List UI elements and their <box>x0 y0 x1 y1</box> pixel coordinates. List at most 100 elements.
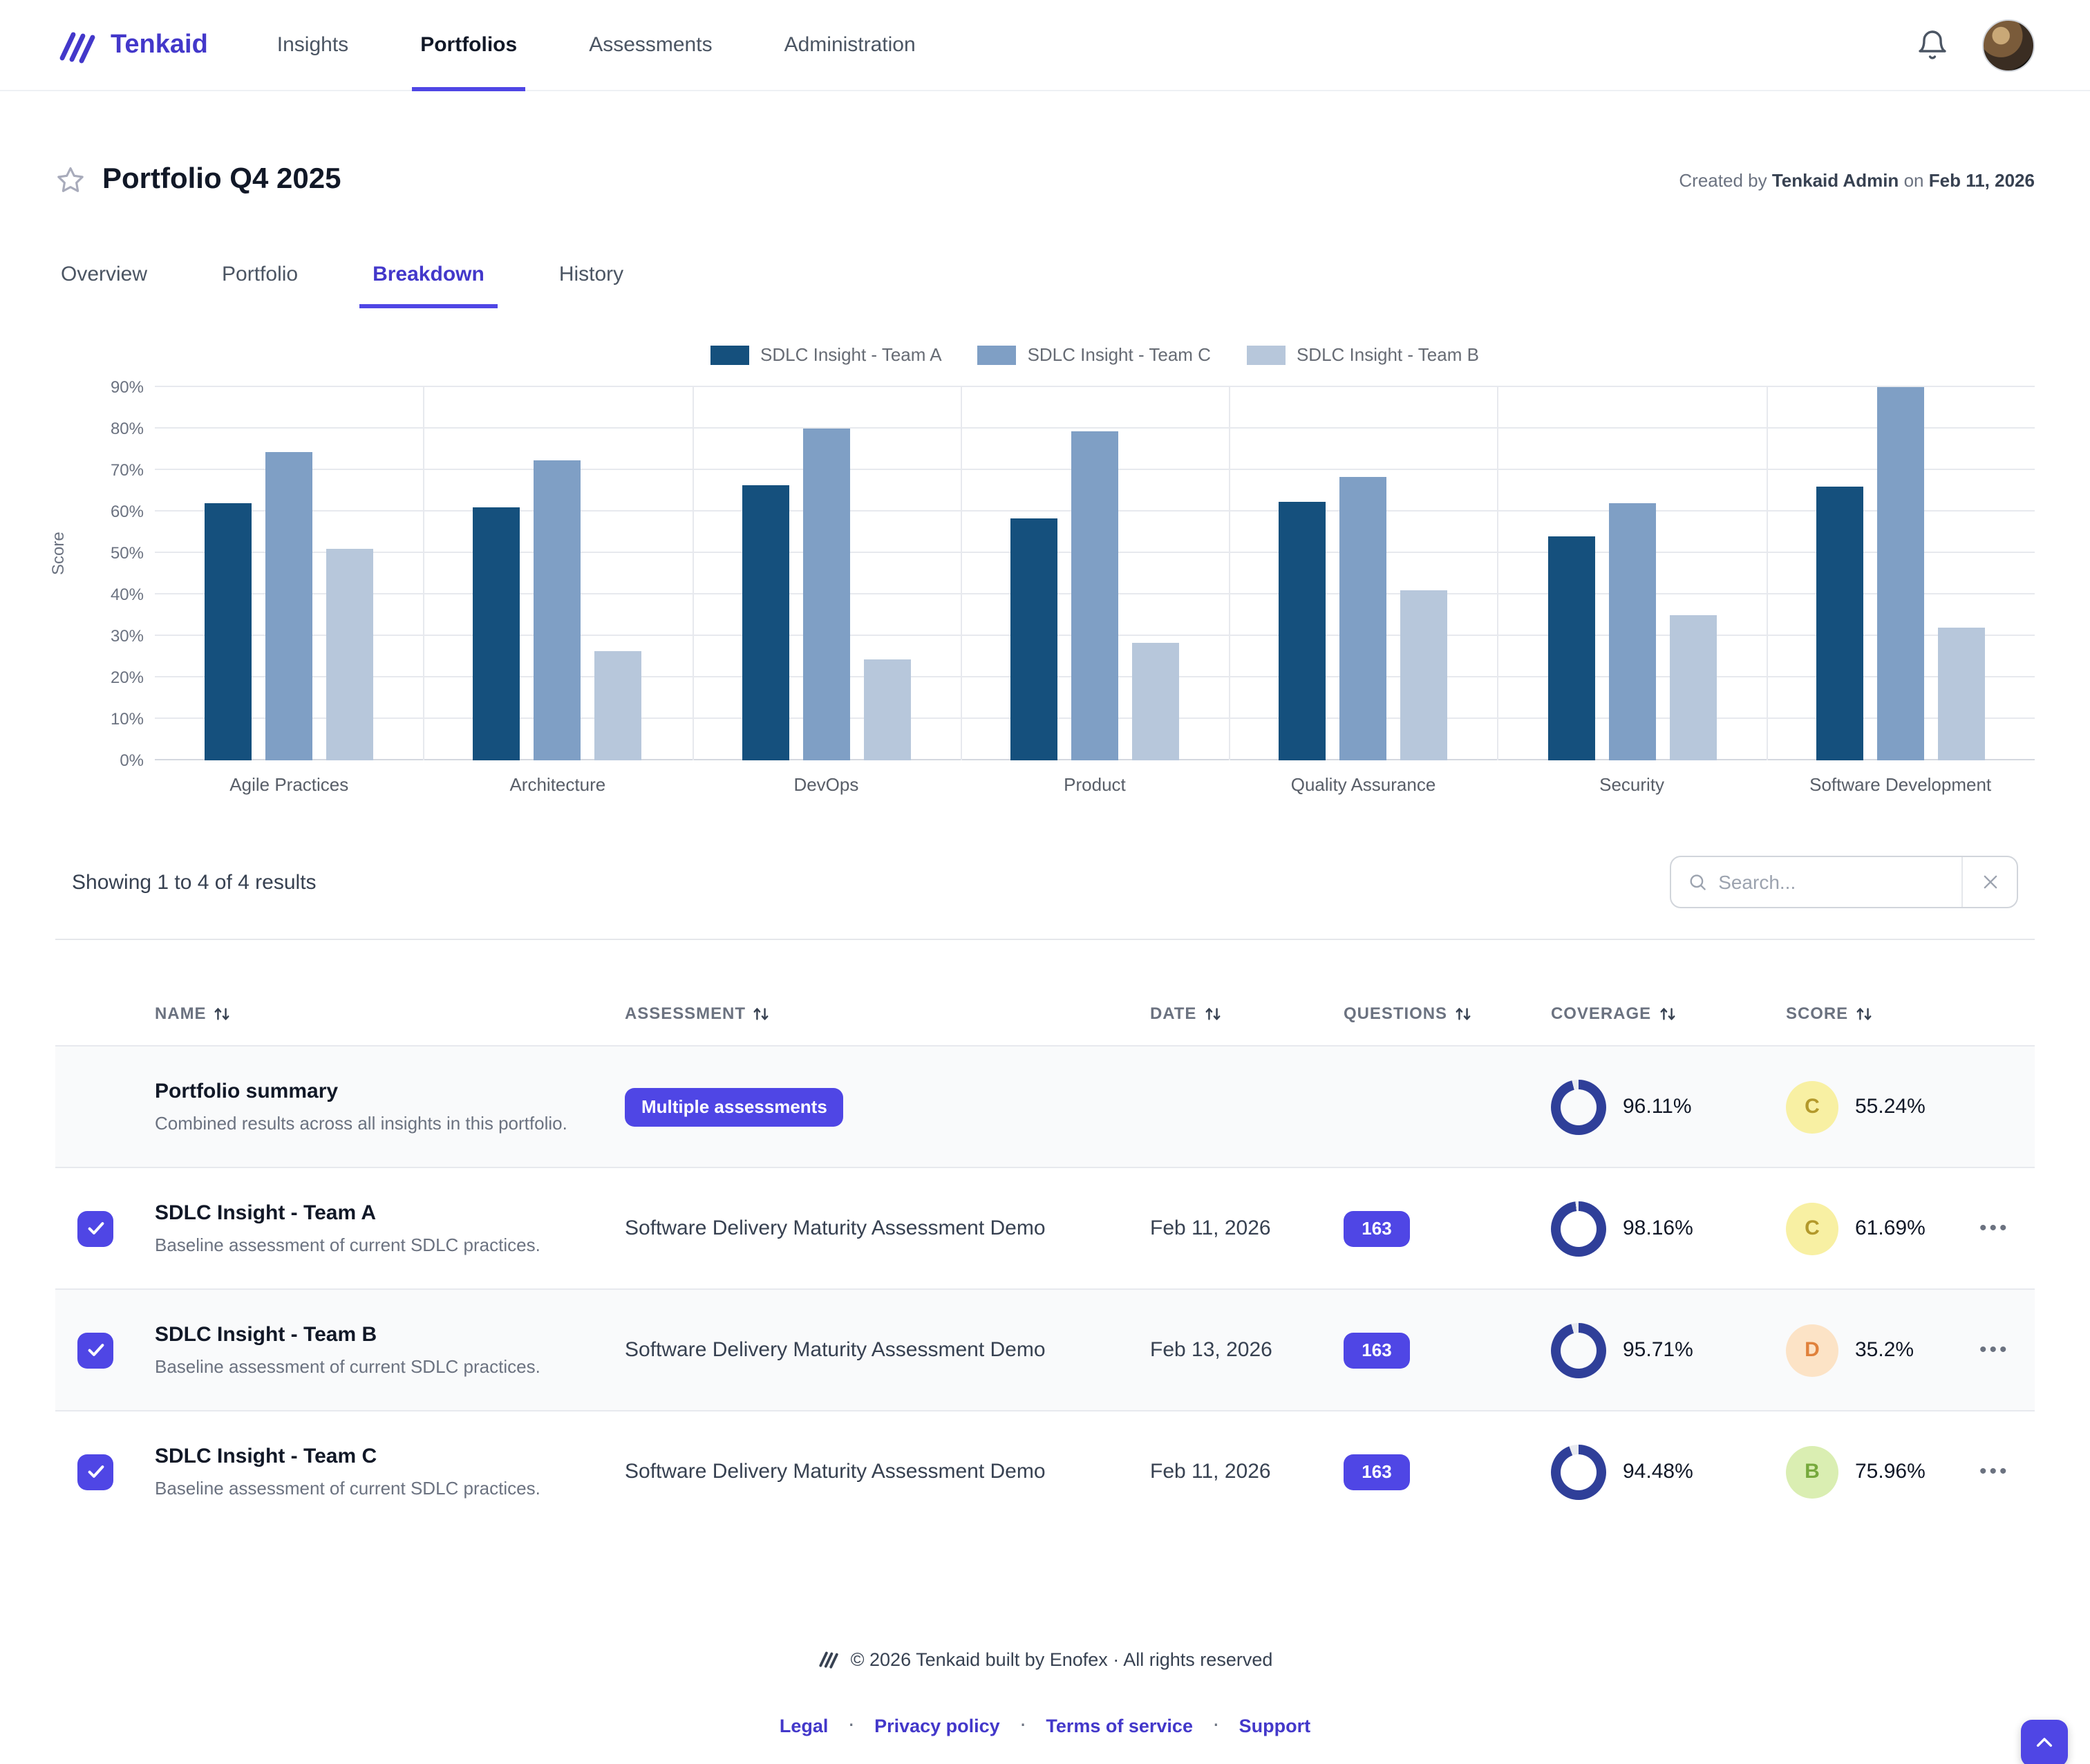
footer-link-legal[interactable]: Legal <box>779 1715 829 1736</box>
brand[interactable]: Tenkaid <box>55 24 208 66</box>
row-name: SDLC Insight - Team C <box>155 1445 377 1468</box>
column-header-assessment[interactable]: Assessment <box>625 1004 1150 1023</box>
x-category-label: DevOps <box>793 774 859 795</box>
nav-item-insights[interactable]: Insights <box>276 33 349 57</box>
bar <box>1937 628 1985 760</box>
name-cell: SDLC Insight - Team B Baseline assessmen… <box>155 1323 625 1377</box>
results-count-text: Showing 1 to 4 of 4 results <box>72 870 317 894</box>
row-checkbox[interactable] <box>77 1210 113 1246</box>
footer-links: Legal · Privacy policy · Terms of servic… <box>55 1713 2035 1738</box>
coverage-donut <box>1551 1444 1606 1499</box>
score-value: 75.96% <box>1855 1460 1926 1483</box>
nav-item-assessments[interactable]: Assessments <box>589 33 713 57</box>
column-header-score[interactable]: Score <box>1786 1004 1979 1023</box>
score-value: 55.24% <box>1855 1095 1926 1118</box>
nav-item-portfolios[interactable]: Portfolios <box>412 0 526 91</box>
nav-item-administration[interactable]: Administration <box>784 33 916 57</box>
bar-group <box>961 387 1230 760</box>
page-footer: © 2026 Tenkaid built by Enofex · All rig… <box>55 1648 2035 1764</box>
brand-name[interactable]: Tenkaid <box>111 30 208 59</box>
score-cell: C 61.69% <box>1786 1202 1979 1255</box>
score-cell: C 55.24% <box>1786 1080 1979 1133</box>
checkbox-cell <box>55 1332 155 1368</box>
questions-cell: 163 <box>1344 1332 1551 1368</box>
search-input[interactable] <box>1718 871 1945 893</box>
column-header-date[interactable]: Date <box>1150 1004 1344 1023</box>
bar <box>863 659 911 760</box>
table-row-team-c: SDLC Insight - Team C Baseline assessmen… <box>55 1410 2035 1532</box>
search-icon <box>1690 874 1706 890</box>
score-value: 35.2% <box>1855 1338 1914 1362</box>
column-header-name[interactable]: Name <box>155 1004 625 1023</box>
notifications-bell-icon[interactable] <box>1916 28 1949 62</box>
x-category-label: Product <box>1064 774 1126 795</box>
column-label: Name <box>155 1004 207 1023</box>
column-label: Questions <box>1344 1004 1447 1023</box>
questions-badge: 163 <box>1344 1210 1410 1246</box>
assessment-cell: Software Delivery Maturity Assessment De… <box>625 1460 1046 1483</box>
vertical-gridline <box>1497 387 1499 760</box>
y-tick-label: 30% <box>110 626 144 646</box>
tab-portfolio[interactable]: Portfolio <box>222 263 299 286</box>
tab-breakdown[interactable]: Breakdown <box>359 243 498 308</box>
bar-group <box>1498 387 1767 760</box>
name-cell: SDLC Insight - Team A Baseline assessmen… <box>155 1201 625 1255</box>
footer-link-support[interactable]: Support <box>1239 1715 1311 1736</box>
legend-item: SDLC Insight - Team A <box>710 344 942 365</box>
page-header: Portfolio Q4 2025 Created by Tenkaid Adm… <box>55 163 2035 196</box>
bar <box>1071 431 1118 760</box>
footer-link-terms-of-service[interactable]: Terms of service <box>1046 1715 1193 1736</box>
column-label: Score <box>1786 1004 1849 1023</box>
x-category-label: Architecture <box>509 774 606 795</box>
row-checkbox[interactable] <box>77 1454 113 1490</box>
score-cell: B 75.96% <box>1786 1445 1979 1498</box>
row-menu-button[interactable]: ••• <box>1979 1459 2010 1483</box>
footer-separator: · <box>847 1713 856 1736</box>
bar <box>1816 487 1863 760</box>
column-header-questions[interactable]: Questions <box>1344 1004 1551 1023</box>
questions-badge: 163 <box>1344 1454 1410 1490</box>
sort-icon <box>1205 1007 1220 1020</box>
footer-link-privacy-policy[interactable]: Privacy policy <box>874 1715 1000 1736</box>
created-date: Feb 11, 2026 <box>1928 169 2035 190</box>
search-input-area <box>1671 857 1961 907</box>
bar <box>534 460 581 760</box>
tab-history[interactable]: History <box>558 263 624 286</box>
vertical-gridline <box>960 387 962 760</box>
main-content: Portfolio Q4 2025 Created by Tenkaid Adm… <box>0 163 2090 1764</box>
vertical-gridline <box>423 387 425 760</box>
search-clear-button[interactable] <box>1961 857 2017 907</box>
chart-y-axis: Score 0% 10% 20% 30% 40% 50% 60% 70% 80% 90% <box>48 377 155 770</box>
scroll-to-top-button[interactable] <box>2021 1720 2068 1764</box>
top-navbar: Tenkaid Insights Portfolios Assessments … <box>0 0 2090 91</box>
row-menu-button[interactable]: ••• <box>1979 1216 2010 1239</box>
tenkaid-logo-icon <box>59 31 95 63</box>
column-header-coverage[interactable]: Coverage <box>1551 1004 1786 1023</box>
bar <box>1131 642 1179 760</box>
row-description: Combined results across all insights in … <box>155 1113 567 1134</box>
row-checkbox[interactable] <box>77 1332 113 1368</box>
coverage-cell: 96.11% <box>1551 1079 1786 1134</box>
bar-group <box>155 387 424 760</box>
assessment-cell: Multiple assessments <box>625 1087 1150 1126</box>
bar <box>1339 476 1387 760</box>
check-icon <box>87 1222 104 1235</box>
bar <box>594 650 642 760</box>
checkbox-cell <box>55 1454 155 1490</box>
user-avatar[interactable] <box>1982 19 2035 71</box>
row-menu-button[interactable]: ••• <box>1979 1338 2010 1361</box>
row-name: SDLC Insight - Team A <box>155 1201 377 1225</box>
column-label: Assessment <box>625 1004 746 1023</box>
favorite-star-icon[interactable] <box>55 165 86 195</box>
sort-icon <box>1659 1007 1675 1020</box>
coverage-value: 96.11% <box>1623 1095 1692 1118</box>
coverage-donut <box>1551 1079 1606 1134</box>
column-label: Date <box>1150 1004 1197 1023</box>
copyright-text: © 2026 Tenkaid built by Enofex · All rig… <box>850 1649 1273 1669</box>
coverage-cell: 94.48% <box>1551 1444 1786 1499</box>
column-label: Coverage <box>1551 1004 1652 1023</box>
legend-item: SDLC Insight - Team C <box>977 344 1211 365</box>
bar <box>1876 387 1924 760</box>
tab-overview[interactable]: Overview <box>61 263 148 286</box>
